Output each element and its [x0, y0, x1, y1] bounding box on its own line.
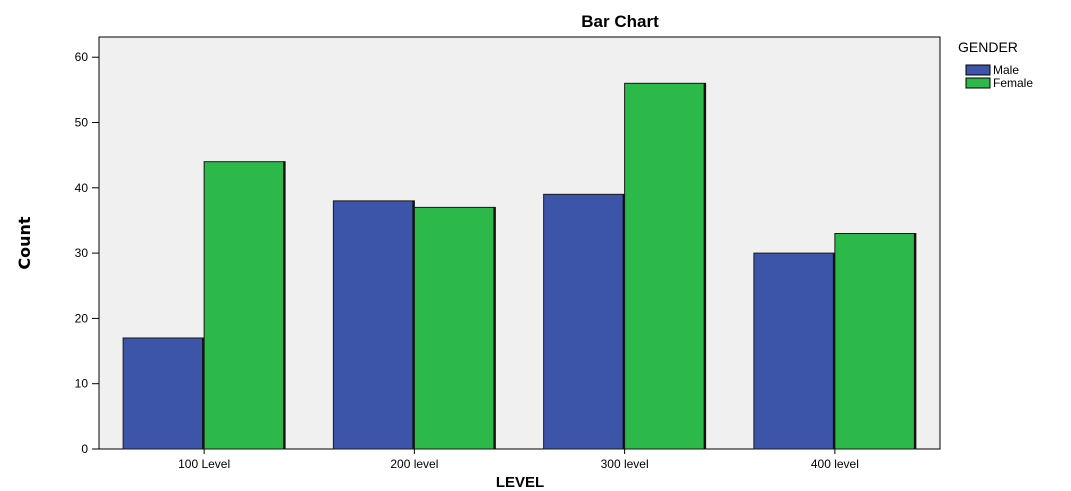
- y-tick-label: 40: [75, 181, 89, 195]
- y-tick-label: 30: [75, 246, 89, 260]
- x-axis-label: LEVEL: [496, 474, 544, 491]
- bar-female-2: [413, 206, 496, 450]
- legend-swatch-female: [965, 77, 991, 89]
- x-tick-label: 200 level: [390, 457, 438, 471]
- y-axis-label: Count: [15, 216, 34, 270]
- legend-title: GENDER: [958, 39, 1018, 55]
- bar-male-4: [753, 252, 836, 450]
- bar-female-3: [624, 82, 707, 450]
- legend-label-male: Male: [993, 63, 1019, 77]
- bar-male-3: [543, 193, 626, 450]
- y-tick-label: 50: [75, 116, 89, 130]
- y-tick-label: 0: [81, 442, 88, 456]
- y-tick-label: 60: [75, 50, 89, 64]
- x-tick-label: 300 level: [601, 457, 649, 471]
- bar-male-2: [332, 200, 415, 450]
- bar-male-1: [122, 337, 205, 450]
- bar-female-1: [203, 161, 286, 450]
- x-axis-ticks: 100 Level 200 level 300 level 400 level: [178, 449, 859, 471]
- y-tick-label: 20: [75, 311, 89, 325]
- y-tick-label: 10: [75, 377, 89, 391]
- bar-female-4: [834, 233, 917, 450]
- x-tick-label: 400 level: [811, 457, 859, 471]
- bars: [122, 82, 917, 450]
- chart-title: Bar Chart: [581, 12, 659, 31]
- x-tick-label: 100 Level: [178, 457, 230, 471]
- legend-swatch-male: [965, 64, 991, 76]
- legend-label-female: Female: [993, 76, 1033, 90]
- y-axis-ticks: 0 10 20 30 40 50 60: [75, 50, 99, 456]
